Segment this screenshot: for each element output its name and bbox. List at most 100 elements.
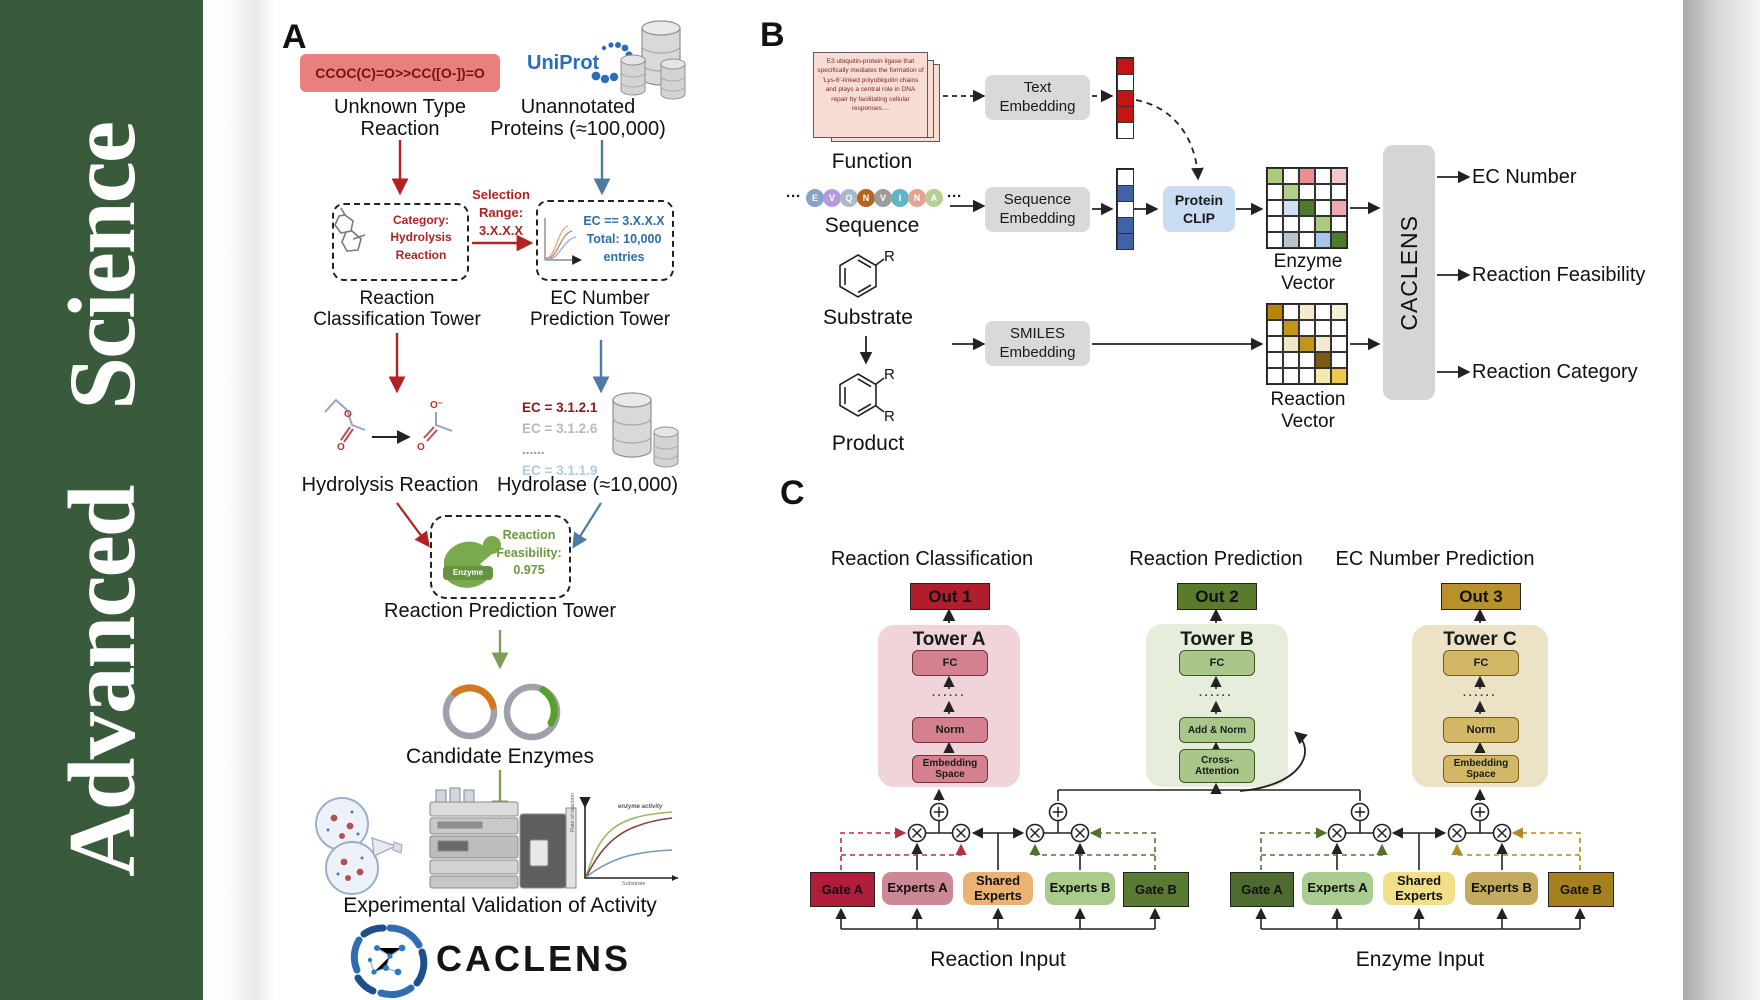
enzyme-matrix-cell xyxy=(1267,168,1283,184)
ec-entry: EC = 3.1.1.9 xyxy=(522,462,598,478)
enzyme-matrix-cell xyxy=(1331,184,1347,200)
sequence-vector-cell xyxy=(1116,216,1134,234)
feasibility-text: Reaction Feasibility: 0.975 xyxy=(495,527,563,580)
out1-box: Out 1 xyxy=(910,583,990,610)
reaction-vector-label: Reaction Vector xyxy=(1270,389,1346,432)
feasibility-dashed-box xyxy=(430,515,571,599)
enzyme-experts-b: Experts B xyxy=(1465,872,1538,905)
enzyme-matrix-cell xyxy=(1299,200,1315,216)
unknown-reaction-line2: Reaction xyxy=(360,118,440,140)
tower-c-embedding-space: Embedding Space xyxy=(1443,755,1519,783)
product-label: Product xyxy=(831,432,905,455)
selection-line2: Range: xyxy=(478,205,524,221)
smiles-embedding-box: SMILES Embedding xyxy=(985,321,1090,366)
substrate-r-label: R xyxy=(884,248,895,265)
tower-a-title: Tower A xyxy=(912,629,986,650)
ec-box-line3: entries xyxy=(603,250,645,265)
caclens-block-label: CACLENS xyxy=(1395,214,1422,331)
enzyme-gate-a: Gate A xyxy=(1230,872,1294,907)
enzyme-matrix-cell xyxy=(1315,216,1331,232)
residue-circle-A: A xyxy=(925,189,943,207)
reaction-matrix-cell xyxy=(1299,368,1315,384)
tower-c-fc: FC xyxy=(1443,650,1519,676)
feasibility-line2: Feasibility: xyxy=(496,545,562,560)
reaction-experts-a: Experts A xyxy=(882,872,953,905)
tower2-line1: EC Number xyxy=(550,288,650,309)
unknown-reaction-label: Unknown Type Reaction xyxy=(297,96,503,140)
enzyme-badge: Enzyme xyxy=(452,568,484,577)
output-ec-number: EC Number xyxy=(1472,166,1577,188)
reaction-matrix-cell xyxy=(1299,320,1315,336)
reaction-input-label: Reaction Input xyxy=(930,948,1066,971)
ester-molecule-icon xyxy=(324,398,366,443)
tower-b-fc: FC xyxy=(1179,650,1255,676)
text-vector-cell xyxy=(1116,89,1134,107)
residue-circle-V: V xyxy=(874,189,892,207)
reaction-matrix-cell xyxy=(1283,368,1299,384)
graph-ylabel: Rate of reaction xyxy=(570,793,576,832)
enzyme-matrix-cell xyxy=(1267,184,1283,200)
enzyme-matrix-cell xyxy=(1315,168,1331,184)
substrate-label: Substrate xyxy=(823,306,913,329)
graph-xlabel: Substrate xyxy=(622,881,646,887)
out3-label: Out 3 xyxy=(1459,586,1503,606)
output-reaction-category: Reaction Category xyxy=(1472,361,1638,383)
reaction-shared-experts: Shared Experts xyxy=(963,872,1033,905)
classification-dashed-box xyxy=(332,203,469,281)
enzyme-matrix-cell xyxy=(1283,168,1299,184)
enzyme-vector-matrix xyxy=(1266,167,1348,249)
protein-clip-label: Protein CLIP xyxy=(1174,191,1224,226)
ec-entry: EC = 3.1.2.6 xyxy=(522,420,598,436)
enzyme-input-label: Enzyme Input xyxy=(1355,948,1485,971)
tower-c-norm: Norm xyxy=(1443,717,1519,743)
residue-circle-V: V xyxy=(823,189,841,207)
reaction-matrix-cell xyxy=(1315,304,1331,320)
caclens-block: CACLENS xyxy=(1383,145,1435,400)
ec-entry: ...... xyxy=(522,441,545,457)
enzyme-matrix-cell xyxy=(1315,232,1331,248)
panel-b-label: B xyxy=(760,16,785,54)
text-embedding-vector xyxy=(1116,57,1134,139)
tower-a-norm: Norm xyxy=(912,717,988,743)
protein-clip-box: Protein CLIP xyxy=(1163,186,1235,232)
text-vector-cell xyxy=(1116,121,1134,139)
reaction-vector-matrix xyxy=(1266,303,1348,385)
category-line3: Reaction xyxy=(395,247,447,262)
tower2-line2: Prediction Tower xyxy=(529,309,671,331)
reaction-matrix-cell xyxy=(1331,320,1347,336)
enzyme-matrix-cell xyxy=(1315,200,1331,216)
product-r1-label: R xyxy=(884,366,895,383)
text-embedding-label: Text Embedding xyxy=(999,78,1076,115)
enzyme-matrix-cell xyxy=(1267,232,1283,248)
enzyme-matrix-cell xyxy=(1299,232,1315,248)
reaction-classification-tower-label: Reaction Classification Tower xyxy=(297,288,497,331)
reaction-matrix-cell xyxy=(1267,352,1283,368)
tower-a-fc: FC xyxy=(912,650,988,676)
reaction-matrix-cell xyxy=(1267,368,1283,384)
reaction-matrix-cell xyxy=(1299,352,1315,368)
reaction-matrix-cell xyxy=(1299,336,1315,352)
reaction-gate-b: Gate B xyxy=(1123,872,1189,907)
reaction-matrix-cell xyxy=(1283,304,1299,320)
product-molecule-icon xyxy=(839,373,885,417)
reaction-matrix-cell xyxy=(1315,368,1331,384)
sequence-vector-cell xyxy=(1116,200,1134,218)
plasmid-icons xyxy=(442,683,561,741)
reaction-matrix-cell xyxy=(1267,336,1283,352)
reaction-gate-a: Gate A xyxy=(810,872,875,907)
reaction-matrix-cell xyxy=(1315,352,1331,368)
reaction-matrix-cell xyxy=(1283,336,1299,352)
sequence-vector-cell xyxy=(1116,168,1134,186)
hplc-machine-icon xyxy=(429,787,577,889)
sequence-vector-cell xyxy=(1116,184,1134,202)
tower1-line1: Reaction xyxy=(359,288,435,309)
enzyme-matrix-cell xyxy=(1283,184,1299,200)
sequence-embedding-box: Sequence Embedding xyxy=(985,187,1090,232)
category-line1: Category: xyxy=(392,213,449,227)
sequence-vector-cell xyxy=(1116,232,1134,250)
out1-label: Out 1 xyxy=(928,586,972,606)
out3-box: Out 3 xyxy=(1441,583,1521,610)
hydrolysis-reaction-label: Hydrolysis Reaction xyxy=(301,474,479,496)
enzyme-gate-b: Gate B xyxy=(1548,872,1614,907)
